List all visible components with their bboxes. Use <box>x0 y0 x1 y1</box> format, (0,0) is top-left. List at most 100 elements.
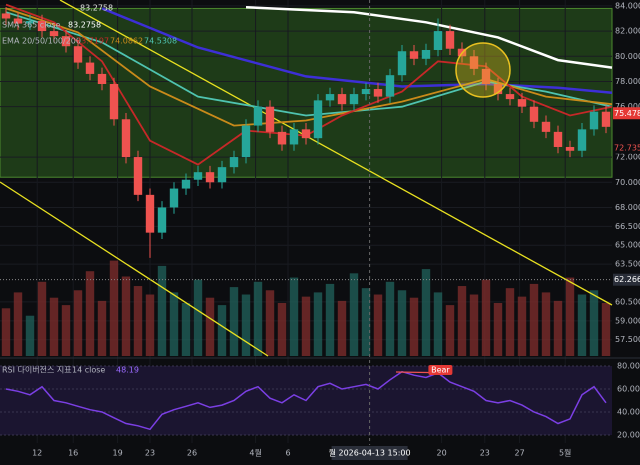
y-tick-label: 59.0000 <box>615 316 640 325</box>
volume-bar <box>325 283 335 356</box>
highlight-circle <box>455 42 511 98</box>
volume-bar <box>349 273 359 356</box>
x-tick-label: 23 <box>145 449 155 458</box>
trend-line <box>59 0 613 306</box>
legend-ema-value: 74.5308 <box>144 37 177 46</box>
x-tick-label: 23 <box>480 449 490 458</box>
volume-bar <box>169 292 179 356</box>
candle-body <box>445 31 455 49</box>
candle-body <box>589 111 599 130</box>
candle-body <box>13 18 23 24</box>
divergence-label: Bear <box>431 366 450 375</box>
volume-bar <box>577 294 587 356</box>
candle-body <box>133 157 143 195</box>
crosshair-badge <box>331 446 408 460</box>
rsi-tick-label: 60.00 <box>617 385 640 394</box>
volume-bar <box>373 294 383 356</box>
volume-bar <box>313 292 323 356</box>
x-tick-label: 5월 <box>559 448 571 458</box>
legend-sma-value: 83.2758 <box>68 21 101 30</box>
trend-line <box>0 181 269 357</box>
candle-body <box>193 172 203 180</box>
legend-sma: SMA 365 close <box>2 21 60 30</box>
volume-bar <box>589 290 599 356</box>
volume-bar <box>85 271 95 356</box>
candle-body <box>85 62 95 74</box>
y-tick-label: 57.5000 <box>615 335 640 344</box>
candle-body <box>349 94 359 105</box>
volume-bar <box>361 288 371 356</box>
candle-body <box>421 49 431 59</box>
volume-bar <box>205 297 215 356</box>
legend-ema-value: 74.0862 <box>110 37 143 46</box>
legend-symbol-value: 83.2758 <box>80 4 113 13</box>
y-tick-label: 66.5000 <box>615 222 640 231</box>
rsi-params: 14 close <box>72 366 105 375</box>
volume-bar <box>61 305 71 356</box>
volume-bar <box>37 281 47 356</box>
candle-body <box>409 51 419 59</box>
candle-body <box>73 46 83 63</box>
rsi-tick-label: 40.00 <box>617 408 640 417</box>
candle-body <box>469 56 479 69</box>
candle-body <box>253 106 263 126</box>
volume-bar <box>181 303 191 356</box>
candle-body <box>601 111 611 127</box>
candle-body <box>541 121 551 132</box>
y-tick-label: 80.0000 <box>615 52 640 61</box>
candle-body <box>553 131 563 147</box>
moving-average <box>5 3 613 166</box>
moving-average <box>5 7 613 127</box>
candle-body <box>277 131 287 145</box>
legend-ema: EMA 20/50/100/200 <box>2 37 81 46</box>
volume-bar <box>157 265 167 356</box>
rsi-tick-label: 80.00 <box>617 361 640 370</box>
price-badge-label: 62.2660 <box>614 275 640 284</box>
zone <box>0 7 613 178</box>
volume-bar <box>601 303 611 356</box>
volume-bar <box>97 300 107 356</box>
x-tick-label: 20 <box>437 449 447 458</box>
volume-bar <box>337 300 347 356</box>
volume-bar <box>517 296 527 356</box>
candle-body <box>37 21 47 32</box>
candle-body <box>385 75 395 97</box>
candle-body <box>121 119 131 158</box>
x-tick-label: 27 <box>515 449 525 458</box>
candle-body <box>109 84 119 120</box>
rsi-line <box>5 370 607 431</box>
candle-body <box>169 188 179 208</box>
volume-bar <box>565 277 575 356</box>
volume-bar <box>265 290 275 356</box>
y-tick-label: 65.0000 <box>615 241 640 250</box>
candle-body <box>181 179 191 189</box>
volume-bar <box>145 294 155 356</box>
y-tick-label: 63.5000 <box>615 260 640 269</box>
candle-body <box>97 73 107 85</box>
volume-bar <box>109 260 119 356</box>
volume-bar <box>193 279 203 356</box>
volume-bar <box>13 292 23 356</box>
x-tick-label: 4월 <box>249 448 261 458</box>
candle-body <box>517 99 527 107</box>
volume-bar <box>433 292 443 356</box>
candle-body <box>361 89 371 95</box>
candle-body <box>229 157 239 168</box>
volume-bar <box>481 279 491 356</box>
candle-body <box>493 84 503 95</box>
volume-bar <box>529 283 539 356</box>
volume-bar <box>457 286 467 356</box>
volume-bar <box>493 303 503 356</box>
volume-bar <box>241 294 251 356</box>
volume-bar <box>25 315 35 356</box>
volume-bar <box>301 296 311 356</box>
volume-bar <box>505 288 515 356</box>
candle-body <box>325 94 335 101</box>
volume-bar <box>541 292 551 356</box>
rsi-tick-label: 20.00 <box>617 431 640 440</box>
candle-body <box>505 94 515 100</box>
candle-body <box>433 31 443 50</box>
volume-bar <box>289 277 299 356</box>
candle-body <box>265 106 275 132</box>
candle-body <box>577 129 587 151</box>
